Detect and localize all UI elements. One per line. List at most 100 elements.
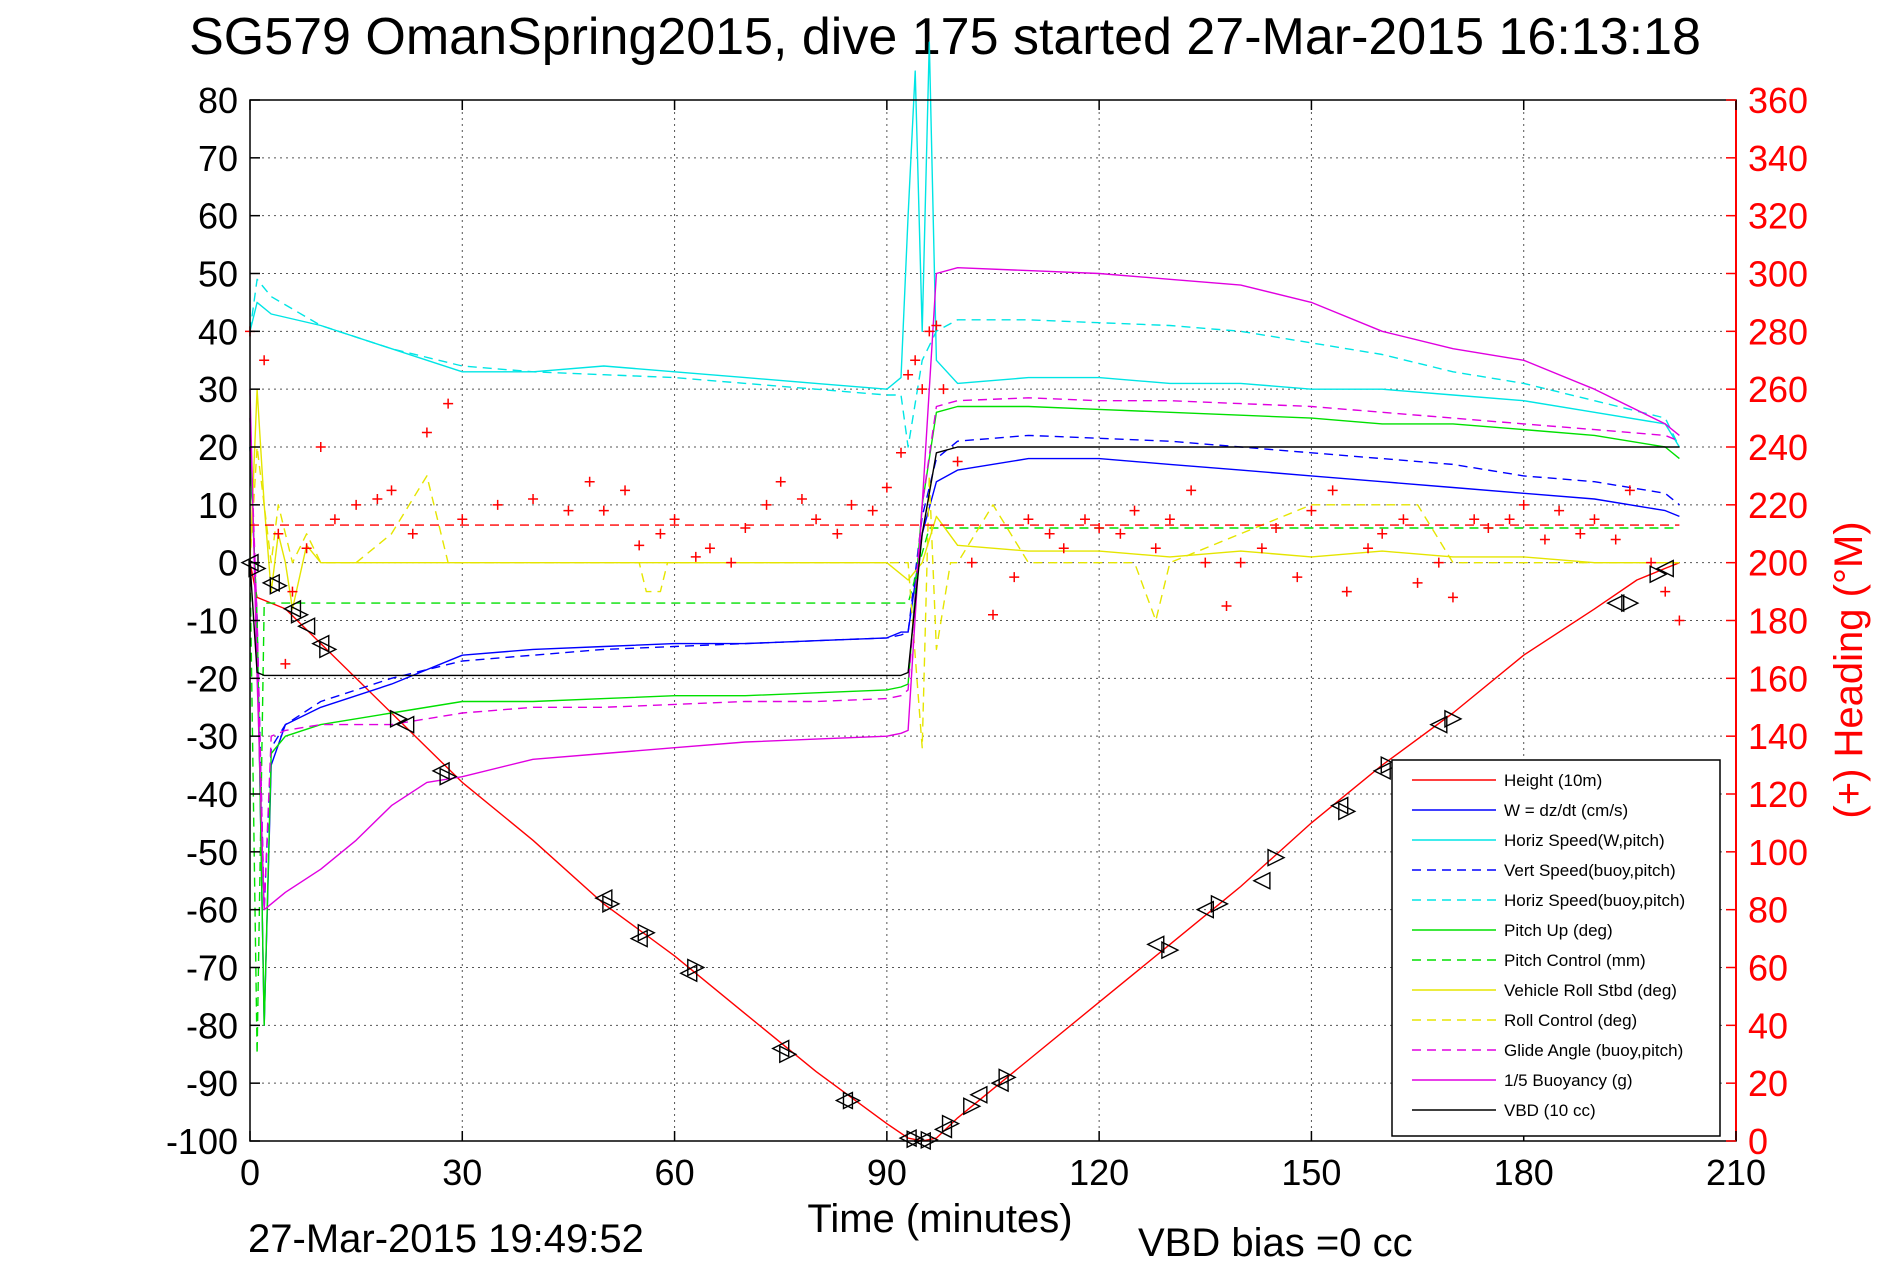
heading-point (690, 551, 701, 562)
y2-tick-label: 300 (1748, 254, 1808, 295)
y-tick-label: -70 (186, 948, 238, 989)
x-tick-label: 120 (1069, 1152, 1129, 1193)
triangle-left-marker (834, 1091, 854, 1110)
heading-point (1398, 514, 1409, 525)
heading-point (1674, 615, 1685, 626)
triangle-left-marker (1429, 715, 1448, 734)
heading-point (917, 384, 928, 395)
heading-point (1518, 499, 1529, 510)
triangle-right-marker (1338, 802, 1357, 821)
heading-point (846, 499, 857, 510)
legend: Height (10m) W = dz/dt (cm/s) Horiz Speed(… (1391, 759, 1721, 1137)
triangle-right-marker (1161, 941, 1180, 960)
triangle-right-marker (637, 923, 656, 942)
plot-markers (240, 320, 1685, 1151)
heading-point (704, 543, 715, 554)
heading-point (329, 514, 340, 525)
triangle-right-marker (998, 1068, 1017, 1087)
y2-tick-label: 60 (1748, 948, 1788, 989)
heading-point (1539, 534, 1550, 545)
y2-tick-label: 320 (1748, 196, 1808, 237)
heading-point (881, 482, 892, 493)
triangle-right-marker (920, 1130, 939, 1149)
y-tick-label: 70 (198, 138, 238, 179)
y-tick-label: -50 (186, 832, 238, 873)
heading-point (1129, 505, 1140, 516)
heading-point (761, 499, 772, 510)
heading-point (1306, 505, 1317, 516)
triangle-left-marker (679, 964, 698, 983)
heading-point (669, 514, 680, 525)
heading-point (1412, 577, 1423, 588)
series-line-w-dz-dt-cm-s (249, 446, 1680, 1027)
legend-label: Vehicle Roll Stbd (deg) (1504, 981, 1677, 1000)
triangle-left-marker (933, 1120, 953, 1139)
heading-point (386, 485, 397, 496)
heading-point (952, 456, 963, 467)
footer-timestamp: 27-Mar-2015 19:49:52 (248, 1217, 644, 1261)
series-line-roll-control-deg (249, 446, 1680, 749)
legend-label: Pitch Up (deg) (1504, 921, 1613, 940)
series-line-glide-angle-buoy-pitch (249, 397, 1680, 911)
triangle-right-marker (1210, 894, 1230, 914)
triangle-right-marker (602, 894, 621, 914)
triangle-left-marker (771, 1039, 790, 1058)
x-axis-label: Time (minutes) (807, 1197, 1072, 1241)
x-tick-label: 60 (655, 1152, 695, 1193)
heading-point (931, 320, 942, 331)
y-tick-label: 40 (198, 311, 238, 352)
heading-point (421, 427, 432, 438)
heading-point (1023, 514, 1034, 525)
heading-point (1200, 557, 1211, 568)
legend-label: Vert Speed(buoy,pitch) (1504, 861, 1676, 880)
heading-point (1115, 528, 1126, 539)
heading-point (1554, 505, 1565, 516)
legend-label: Height (10m) (1504, 771, 1602, 790)
heading-point (301, 543, 312, 554)
triangle-left-marker (898, 1128, 917, 1148)
legend-label: Horiz Speed(W,pitch) (1504, 831, 1665, 850)
heading-point (528, 494, 539, 505)
triangle-right-marker (1649, 565, 1668, 584)
y2-tick-label: 180 (1748, 601, 1808, 642)
y-tick-label: 30 (198, 369, 238, 410)
heading-point (492, 499, 503, 510)
series-line-vbd-10-cc (249, 446, 1680, 677)
heading-point (280, 658, 291, 669)
triangle-right-marker (963, 1097, 982, 1116)
x-tick-label: 180 (1494, 1152, 1554, 1193)
legend-label: Pitch Control (mm) (1504, 951, 1646, 970)
triangle-left-marker (1146, 935, 1165, 954)
heading-point (1079, 514, 1090, 525)
heading-point (966, 557, 977, 568)
triangle-left-marker (431, 761, 450, 780)
triangle-right-marker (1621, 594, 1640, 613)
triangle-left-marker (1195, 900, 1214, 919)
heading-point (259, 355, 270, 366)
heading-point (1094, 522, 1105, 533)
y2-tick-label: 200 (1748, 543, 1808, 584)
x-tick-label: 90 (867, 1152, 907, 1193)
y-tick-label: -20 (186, 658, 238, 699)
heading-point (1341, 586, 1352, 597)
series-line-horiz-speed-w-pitch (249, 41, 1680, 448)
y-tick-label: -40 (186, 774, 238, 815)
triangle-left-marker (282, 599, 302, 619)
y-tick-label: 60 (198, 196, 238, 237)
heading-point (811, 514, 822, 525)
x-tick-label: 30 (442, 1152, 482, 1193)
y2-tick-label: 20 (1748, 1063, 1788, 1104)
heading-point (1164, 514, 1175, 525)
heading-point (796, 494, 807, 505)
triangle-left-marker (1372, 761, 1391, 780)
x-tick-label: 210 (1706, 1152, 1766, 1193)
heading-point (1447, 592, 1458, 603)
y-tick-label: 20 (198, 427, 238, 468)
heading-point (563, 505, 574, 516)
y2-tick-label: 280 (1748, 311, 1808, 352)
triangle-right-marker (1444, 709, 1463, 728)
heading-point (598, 505, 609, 516)
heading-point (1469, 514, 1480, 525)
triangle-left-marker (629, 929, 648, 948)
heading-point (1483, 522, 1494, 533)
